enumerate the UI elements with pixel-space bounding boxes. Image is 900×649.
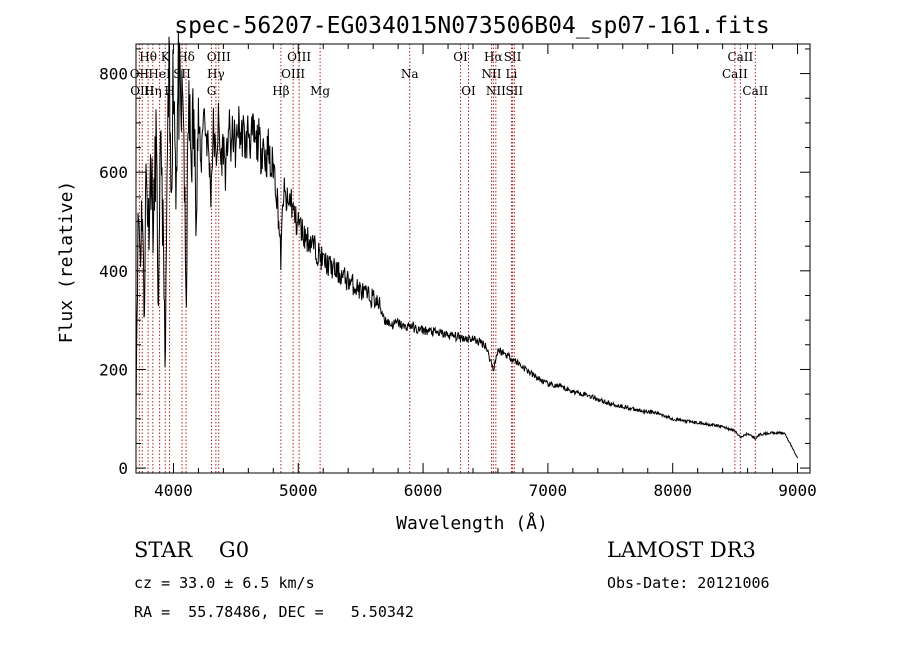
marker-label-20: NII	[481, 67, 501, 81]
y-tick-label-0: 0	[118, 459, 128, 478]
marker-label-16: Na	[401, 67, 419, 81]
x-tick-label-5: 9000	[778, 481, 817, 500]
marker-label-4: HeI	[148, 67, 171, 81]
x-tick-label-4: 8000	[653, 481, 692, 500]
axes: 4000 5000 6000 7000 8000 9000 0 200 400 600 800	[99, 43, 817, 500]
marker-label-15: Mg	[310, 84, 330, 98]
flux-series-line	[135, 31, 798, 459]
plot-area	[135, 31, 798, 459]
marker-label-11: G	[207, 84, 217, 98]
marker-label-6: Hδ	[177, 50, 195, 64]
marker-label-22: SII	[504, 50, 522, 64]
ra-dec: RA = 55.78486, DEC = 5.50342	[134, 603, 414, 621]
survey-name: LAMOST DR3	[607, 538, 756, 562]
marker-label-14: Hβ	[272, 84, 289, 98]
marker-label-21: NII	[486, 84, 506, 98]
marker-label-12: OIII	[287, 50, 311, 64]
obs-date: Obs-Date: 20121006	[607, 574, 770, 592]
x-tick-label-0: 4000	[154, 481, 193, 500]
marker-label-0: Hθ	[139, 50, 157, 64]
y-tick-label-2: 400	[99, 262, 128, 281]
marker-label-26: CaII	[722, 67, 748, 81]
marker-label-19: Hα	[484, 50, 503, 64]
redshift-cz: cz = 33.0 ± 6.5 km/s	[134, 574, 315, 592]
marker-label-25: CaII	[727, 50, 753, 64]
marker-label-3: K	[161, 50, 171, 64]
marker-label-27: CaII	[742, 84, 768, 98]
marker-label-10: Hγ	[207, 67, 225, 81]
marker-label-24: SII	[505, 84, 523, 98]
marker-label-9: OIII	[207, 50, 231, 64]
marker-label-5: Hη	[144, 84, 162, 98]
y-tick-label-4: 800	[99, 65, 128, 84]
marker-label-18: OI	[461, 84, 476, 98]
x-tick-label-2: 6000	[404, 481, 443, 500]
y-tick-label-3: 600	[99, 163, 128, 182]
marker-label-17: OI	[453, 50, 468, 64]
marker-label-23: Li	[506, 67, 518, 81]
y-axis-label: Flux (relative)	[56, 181, 77, 344]
plot-frame	[135, 43, 811, 474]
marker-label-13: OIII	[281, 67, 305, 81]
x-tick-label-3: 7000	[529, 481, 568, 500]
chart-title: spec-56207-EG034015N073506B04_sp07-161.f…	[174, 13, 769, 39]
x-tick-label-1: 5000	[279, 481, 318, 500]
spectral-class: STAR G0	[134, 538, 250, 562]
y-tick-label-1: 200	[99, 360, 128, 379]
x-axis-label: Wavelength (Å)	[396, 512, 548, 534]
